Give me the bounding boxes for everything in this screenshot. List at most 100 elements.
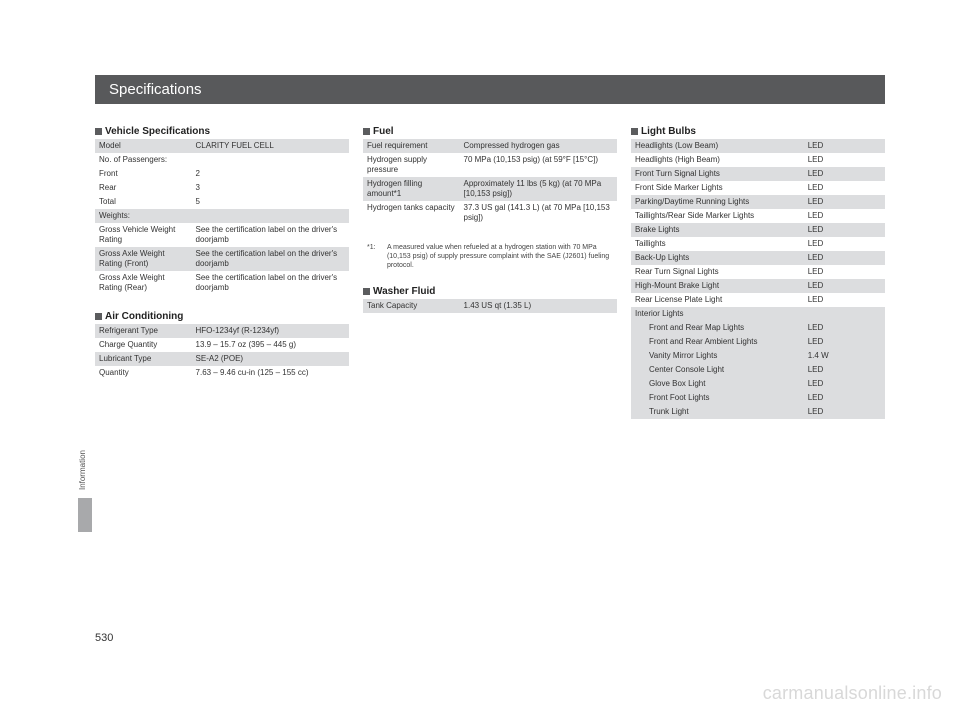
side-tab-block [78,498,92,532]
table-row: Fuel requirementCompressed hydrogen gas [363,139,617,153]
table-row: Front Side Marker LightsLED [631,181,885,195]
spec-value: LED [804,377,885,391]
spec-value: LED [804,195,885,209]
spec-value: See the certification label on the drive… [192,247,349,271]
table-row: No. of Passengers: [95,153,349,167]
section-title: Air Conditioning [105,311,183,322]
spec-value: LED [804,363,885,377]
spec-value: Approximately 11 lbs (5 kg) (at 70 MPa [… [460,177,617,201]
section-header-vehicle-specs: Vehicle Specifications [95,126,349,137]
spec-label: Fuel requirement [363,139,460,153]
columns-container: Vehicle Specifications ModelCLARITY FUEL… [95,126,885,435]
table-row: Parking/Daytime Running LightsLED [631,195,885,209]
spec-value: LED [804,391,885,405]
spec-value: LED [804,265,885,279]
section-header-fuel: Fuel [363,126,617,137]
spec-label: Gross Vehicle Weight Rating [95,223,192,247]
spec-value: LED [804,279,885,293]
section-header-air-conditioning: Air Conditioning [95,311,349,322]
table-row: Center Console LightLED [631,363,885,377]
table-row: ModelCLARITY FUEL CELL [95,139,349,153]
table-row: Front and Rear Ambient LightsLED [631,335,885,349]
page-title: Specifications [95,75,885,104]
spec-label: Front Turn Signal Lights [631,167,804,181]
spec-label: Back-Up Lights [631,251,804,265]
spec-label: Refrigerant Type [95,324,192,338]
table-row: Front2 [95,167,349,181]
spec-value [804,307,885,321]
spec-label: Headlights (Low Beam) [631,139,804,153]
fuel-table: Fuel requirementCompressed hydrogen gasH… [363,139,617,225]
spec-value: LED [804,321,885,335]
document-page: Specifications Vehicle Specifications Mo… [95,75,885,435]
spec-value [192,209,349,223]
spec-value: LED [804,167,885,181]
square-bullet-icon [95,313,102,320]
spec-label: Front [95,167,192,181]
table-row: TaillightsLED [631,237,885,251]
spec-label: Lubricant Type [95,352,192,366]
table-row: Glove Box LightLED [631,377,885,391]
footnote-text: A measured value when refueled at a hydr… [387,243,611,270]
table-row: Taillights/Rear Side Marker LightsLED [631,209,885,223]
column-2: Fuel Fuel requirementCompressed hydrogen… [363,126,617,435]
table-row: Front Foot LightsLED [631,391,885,405]
footnote-marker: *1: [367,243,385,252]
spec-label: Hydrogen supply pressure [363,153,460,177]
table-row: Gross Vehicle Weight RatingSee the certi… [95,223,349,247]
spec-label: Parking/Daytime Running Lights [631,195,804,209]
spec-label: High-Mount Brake Light [631,279,804,293]
spec-label: Headlights (High Beam) [631,153,804,167]
spec-label: Hydrogen tanks capacity [363,201,460,225]
square-bullet-icon [95,128,102,135]
spec-label: Front Foot Lights [631,391,804,405]
spec-value: LED [804,405,885,419]
spec-value: LED [804,153,885,167]
spec-value: See the certification label on the drive… [192,271,349,295]
section-title: Vehicle Specifications [105,126,210,137]
vehicle-specs-table: ModelCLARITY FUEL CELLNo. of Passengers:… [95,139,349,295]
table-row: Charge Quantity13.9 – 15.7 oz (395 – 445… [95,338,349,352]
spec-value: 3 [192,181,349,195]
spec-value: 37.3 US gal (141.3 L) (at 70 MPa [10,153… [460,201,617,225]
spec-value: 7.63 – 9.46 cu-in (125 – 155 cc) [192,366,349,380]
square-bullet-icon [363,128,370,135]
side-tab-label: Information [78,450,87,490]
table-row: Front and Rear Map LightsLED [631,321,885,335]
table-row: Rear3 [95,181,349,195]
spec-label: Quantity [95,366,192,380]
spec-label: Front and Rear Map Lights [631,321,804,335]
square-bullet-icon [363,288,370,295]
spec-label: Hydrogen filling amount*1 [363,177,460,201]
table-row: Brake LightsLED [631,223,885,237]
spec-label: Charge Quantity [95,338,192,352]
table-row: Interior Lights [631,307,885,321]
spec-label: Tank Capacity [363,299,460,313]
washer-fluid-table: Tank Capacity1.43 US qt (1.35 L) [363,299,617,313]
spec-label: Front Side Marker Lights [631,181,804,195]
table-row: Gross Axle Weight Rating (Rear)See the c… [95,271,349,295]
spec-value: LED [804,139,885,153]
spec-label: Rear [95,181,192,195]
light-bulbs-table: Headlights (Low Beam)LEDHeadlights (High… [631,139,885,419]
table-row: Hydrogen filling amount*1Approximately 1… [363,177,617,201]
table-row: Hydrogen supply pressure70 MPa (10,153 p… [363,153,617,177]
spec-label: Gross Axle Weight Rating (Rear) [95,271,192,295]
spec-value: 70 MPa (10,153 psig) (at 59°F [15°C]) [460,153,617,177]
table-row: Quantity7.63 – 9.46 cu-in (125 – 155 cc) [95,366,349,380]
spec-value: CLARITY FUEL CELL [192,139,349,153]
section-header-washer-fluid: Washer Fluid [363,286,617,297]
spec-value: LED [804,181,885,195]
column-3: Light Bulbs Headlights (Low Beam)LEDHead… [631,126,885,435]
spec-label: No. of Passengers: [95,153,192,167]
spec-value [192,153,349,167]
spec-value: 13.9 – 15.7 oz (395 – 445 g) [192,338,349,352]
spec-label: Weights: [95,209,192,223]
spec-label: Rear Turn Signal Lights [631,265,804,279]
spec-label: Total [95,195,192,209]
spec-label: Model [95,139,192,153]
spec-value: LED [804,223,885,237]
air-conditioning-table: Refrigerant TypeHFO-1234yf (R-1234yf)Cha… [95,324,349,380]
spec-label: Taillights [631,237,804,251]
table-row: Headlights (Low Beam)LED [631,139,885,153]
